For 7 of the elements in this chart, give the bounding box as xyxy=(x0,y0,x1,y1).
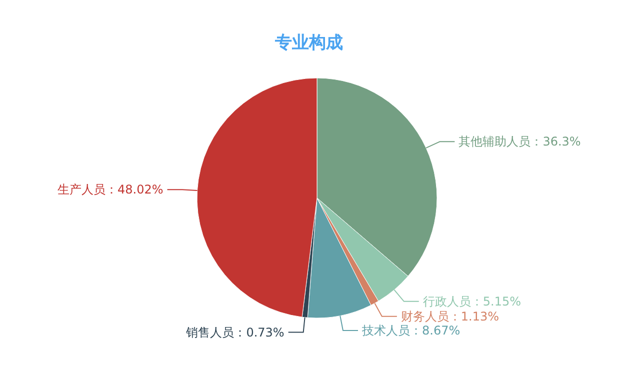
slice-label: 技术人员：8.67% xyxy=(361,323,460,338)
slice-label: 其他辅助人员：36.3% xyxy=(458,134,581,149)
slice-label: 销售人员：0.73% xyxy=(185,325,284,340)
slice-label: 生产人员：48.02% xyxy=(57,182,164,197)
slice-label: 财务人员：1.13% xyxy=(400,309,500,324)
chart-title: 专业构成 xyxy=(274,33,343,53)
slice-label: 行政人员：5.15% xyxy=(422,294,521,308)
